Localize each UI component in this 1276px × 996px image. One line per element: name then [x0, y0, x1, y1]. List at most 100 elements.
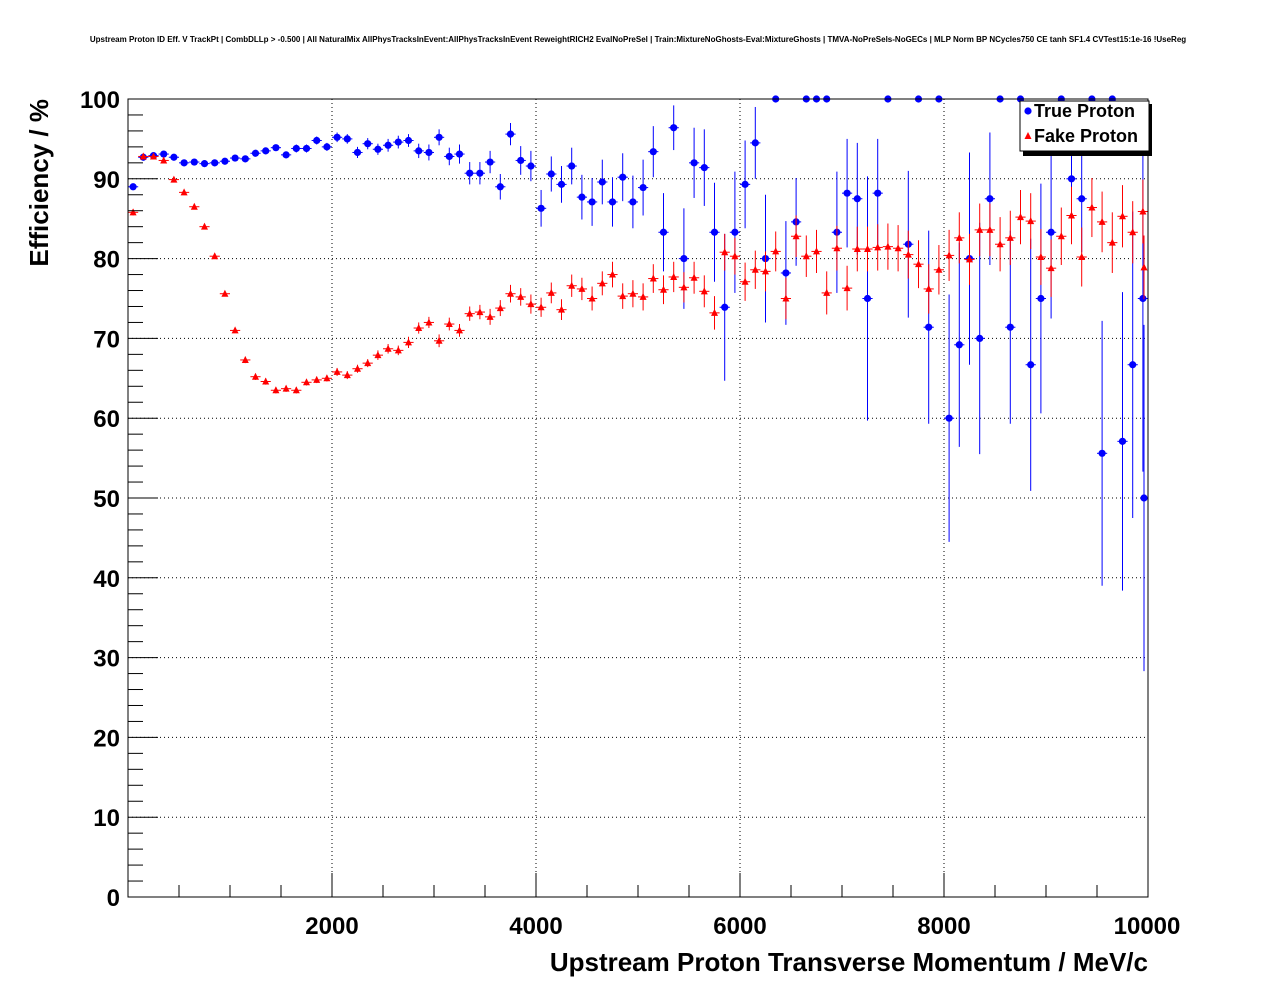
data-point [343, 371, 351, 379]
data-point [731, 252, 739, 260]
data-point [608, 198, 617, 206]
data-point [476, 169, 484, 177]
data-point [721, 248, 729, 256]
data-point [404, 136, 413, 145]
data-point [833, 244, 841, 252]
data-point [262, 377, 270, 385]
data-point [547, 170, 555, 178]
data-point [394, 346, 402, 354]
data-point [537, 303, 545, 311]
data-point [445, 152, 453, 161]
data-point [751, 265, 759, 273]
x-tick-label: 10000 [1114, 913, 1181, 940]
data-point [874, 189, 882, 197]
data-point [945, 251, 953, 259]
data-point [425, 148, 433, 157]
data-point [659, 228, 668, 236]
data-point [823, 288, 831, 296]
data-point [853, 245, 861, 253]
data-point [915, 260, 922, 268]
data-point [527, 300, 535, 308]
data-point [150, 152, 157, 160]
data-point [415, 147, 423, 155]
x-tick-label: 6000 [713, 913, 766, 940]
data-point [476, 308, 484, 316]
data-point [190, 202, 198, 210]
data-point [639, 292, 647, 300]
data-point [231, 154, 239, 162]
data-point [374, 351, 382, 359]
data-point [1140, 263, 1148, 271]
data-point [353, 148, 362, 157]
data-point [139, 152, 147, 160]
data-point [333, 133, 341, 141]
legend-marker [1024, 107, 1032, 115]
data-point [211, 252, 219, 260]
data-point [313, 375, 321, 383]
y-tick-label: 0 [107, 885, 120, 912]
data-point [588, 198, 596, 206]
data-point [170, 175, 178, 183]
data-point [456, 326, 463, 334]
data-point [863, 294, 872, 303]
data-point [313, 136, 321, 145]
data-point [976, 334, 984, 342]
data-point [231, 326, 239, 334]
data-point [160, 156, 168, 164]
data-point [262, 147, 270, 155]
data-point [721, 303, 729, 311]
data-point [619, 173, 627, 181]
legend-label: Fake Proton [1034, 126, 1138, 146]
y-tick-label: 50 [93, 486, 120, 513]
data-point [1057, 232, 1065, 240]
data-point [129, 183, 137, 191]
data-point [272, 386, 280, 394]
data-point [1098, 217, 1106, 225]
data-point [180, 188, 188, 196]
y-tick-label: 60 [93, 406, 120, 433]
data-point [200, 160, 209, 168]
data-point [966, 255, 973, 263]
data-point [435, 133, 443, 141]
data-point [455, 150, 464, 158]
data-point [180, 159, 188, 167]
data-point [782, 294, 790, 302]
data-point [782, 269, 790, 277]
data-point [517, 292, 525, 300]
legend-box [1019, 100, 1150, 152]
data-point [507, 289, 514, 297]
data-point [1139, 294, 1147, 303]
data-point [282, 151, 290, 159]
legend-entries: True Proton Fake Proton [1024, 101, 1138, 146]
data-point [1119, 212, 1126, 220]
data-point [578, 284, 586, 292]
data-point [415, 324, 423, 332]
data-point [1118, 437, 1127, 445]
data-point [690, 273, 698, 281]
data-point [945, 414, 953, 422]
data-point [568, 281, 576, 289]
data-point [598, 178, 606, 186]
data-point [506, 130, 515, 138]
data-point [925, 284, 933, 292]
data-point [996, 240, 1004, 248]
data-point [670, 272, 678, 280]
data-point [1129, 361, 1137, 369]
data-point [935, 265, 943, 273]
data-point [201, 222, 208, 230]
data-point [364, 140, 372, 148]
data-point [160, 150, 168, 158]
data-point [578, 193, 586, 201]
data-point [792, 232, 800, 240]
x-axis-label: Upstream Proton Transverse Momentum / Me… [550, 947, 1148, 977]
data-point [609, 270, 616, 278]
data-point [496, 304, 504, 312]
data-point [1037, 294, 1045, 303]
data-point [1068, 211, 1075, 219]
data-point [343, 135, 351, 143]
data-point [1129, 228, 1137, 236]
axis-ticks [128, 98, 1149, 898]
x-tick-labels: 2000 4000 6000 8000 10000 [305, 913, 1180, 940]
data-point [680, 255, 688, 263]
